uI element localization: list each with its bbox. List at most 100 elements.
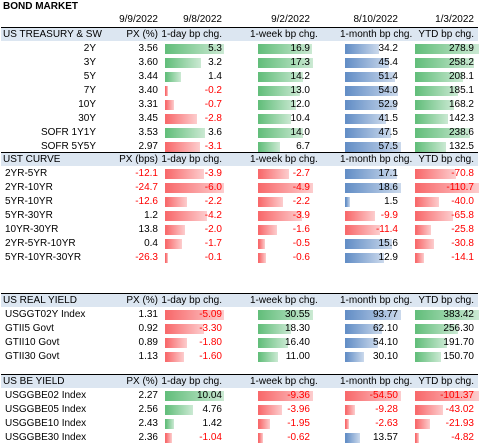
ust-col-header-px: PX (%) [126, 29, 158, 40]
be-cell-d1: 10.04 [196, 390, 222, 401]
curve-col-header-w1: 1-week bp chg. [250, 154, 318, 165]
curve-table-row: 2YR-5YR-10YR 0.4 -1.7 -0.5 15.6 -30.8 [1, 237, 478, 251]
be-cell-px: 2.36 [138, 432, 158, 443]
be-bar-m1 [345, 405, 356, 415]
ust-cell-w1: 6.7 [296, 141, 310, 152]
real-bar-ytd [415, 338, 448, 348]
curve-cell-m1: -9.9 [380, 210, 398, 221]
be-bar-w1 [258, 405, 282, 415]
real-cell-w1: 16.40 [284, 337, 310, 348]
real-col-header-w1: 1-week bp chg. [250, 295, 318, 306]
real-bar-w1 [258, 338, 288, 348]
be-cell-d1: 1.42 [202, 418, 222, 429]
real-cell-ytd: 191.70 [443, 337, 474, 348]
be-col-header-ytd: YTD bp chg. [418, 376, 474, 387]
be-col-header-m1: 1-month bp chg. [340, 376, 413, 387]
curve-cell-d1: -2.2 [204, 196, 222, 207]
date-1m: 8/10/2022 [353, 14, 399, 25]
curve-bar-w1 [258, 253, 266, 263]
ust-col-header-ytd: YTD bp chg. [418, 29, 474, 40]
be-row-label: USGGBE30 Index [5, 432, 87, 443]
curve-cell-d1: -6.0 [204, 182, 222, 193]
ust-cell-d1: 3.6 [208, 127, 222, 138]
ust-cell-px: 3.56 [138, 43, 158, 54]
ust-cell-ytd: 278.9 [448, 43, 474, 54]
curve-bar-m1 [345, 253, 385, 263]
be-section-title: US BE YIELD [3, 376, 65, 387]
curve-cell-w1: -0.5 [292, 238, 310, 249]
curve-bar-w1 [258, 239, 265, 249]
curve-bar-d1 [165, 225, 186, 235]
be-section-header: US BE YIELD PX (%) 1-day bp chg. 1-week bp … [1, 375, 478, 388]
ust-bar-ytd [415, 114, 449, 124]
ust-bar-w1 [258, 100, 297, 110]
curve-cell-ytd: -40.0 [451, 196, 474, 207]
be-bar-d1 [165, 391, 224, 401]
ust-cell-px: 3.53 [138, 127, 158, 138]
curve-cell-d1: -1.7 [204, 238, 222, 249]
ust-cell-d1: 1.4 [208, 71, 222, 82]
curve-table-row: 10YR-30YR 13.8 -2.0 -1.6 -11.4 -25.8 [1, 223, 478, 237]
ust-cell-d1: -0.2 [204, 85, 222, 96]
be-cell-m1: -2.63 [375, 418, 398, 429]
ust-cell-px: 3.31 [138, 99, 158, 110]
curve-bar-d1 [165, 183, 224, 193]
ust-bar-ytd [415, 86, 458, 96]
curve-bar-d1 [165, 239, 183, 249]
be-row-label: USGGBE02 Index [5, 390, 87, 401]
be-bar-m1 [345, 391, 401, 401]
curve-bar-ytd [415, 183, 479, 193]
page-title: BOND MARKET [3, 1, 78, 12]
curve-top-rule [1, 152, 478, 153]
ust-cell-w1: 13.0 [290, 85, 310, 96]
curve-cell-d1: -4.2 [204, 210, 222, 221]
real-section-title: US REAL YIELD [3, 295, 77, 306]
be-bar-ytd [415, 405, 443, 415]
real-row-label: GTII30 Govt [5, 351, 60, 362]
be-table-row: USGGBE02 Index 2.27 10.04 -9.36 -54.50 -101.3… [1, 389, 479, 403]
curve-cell-px: 0.4 [144, 238, 158, 249]
be-row-label: USGGBE05 Index [5, 404, 87, 415]
curve-cell-px: 13.8 [138, 224, 158, 235]
ust-cell-ytd: 238.6 [448, 127, 474, 138]
curve-bar-m1 [345, 239, 393, 249]
ust-cell-ytd: 132.5 [448, 141, 474, 152]
curve-row-label: 10YR-30YR [5, 224, 59, 235]
real-table-row: USGGT02Y Index 1.31 -5.09 30.55 93.77 383.42 [1, 308, 479, 322]
be-cell-ytd: -21.93 [445, 418, 474, 429]
curve-table-row: 2YR-5YR -12.1 -3.9 -2.7 17.1 -70.8 [1, 167, 478, 181]
curve-col-header-ytd: YTD bp chg. [418, 154, 474, 165]
be-cell-px: 2.56 [138, 404, 158, 415]
be-cell-ytd: -4.82 [451, 432, 474, 443]
curve-cell-px: -12.1 [135, 168, 158, 179]
ust-table-row: 3Y 3.60 3.2 17.3 45.4 258.2 [1, 56, 478, 70]
be-bar-w1 [258, 391, 313, 401]
real-section-header: US REAL YIELD PX (%) 1-day bp chg. 1-week b… [1, 294, 478, 307]
ust-table-row: SOFR 1Y1Y 3.53 3.6 14.0 47.5 238.6 [1, 126, 478, 140]
curve-col-header-d1: 1-day bp chg. [161, 154, 222, 165]
ust-table-row: 10Y 3.31 -0.7 12.0 52.9 168.2 [1, 98, 478, 112]
curve-bar-w1 [258, 225, 277, 235]
ust-cell-d1: -0.7 [204, 99, 222, 110]
curve-cell-d1: -2.0 [204, 224, 222, 235]
curve-bar-ytd [415, 239, 434, 249]
ust-row-label: 3Y [83, 57, 96, 68]
ust-cell-m1: 47.5 [378, 127, 398, 138]
curve-cell-ytd: -70.8 [451, 168, 474, 179]
real-cell-d1: -1.80 [199, 337, 222, 348]
real-row-label: GTII10 Govt [5, 337, 60, 348]
ust-bar-d1 [165, 44, 224, 54]
ust-cell-px: 3.60 [138, 57, 158, 68]
curve-cell-w1: -2.7 [292, 168, 310, 179]
be-cell-m1: -9.28 [375, 404, 398, 415]
real-cell-m1: 30.10 [372, 351, 398, 362]
ust-table-row: 7Y 3.40 -0.2 13.0 54.0 185.1 [1, 84, 478, 98]
curve-bar-d1 [165, 253, 168, 263]
be-row-label: USGGBE10 Index [5, 418, 87, 429]
ust-bar-w1 [258, 58, 313, 68]
curve-cell-w1: -3.9 [292, 210, 310, 221]
curve-table-row: 5YR-30YR 1.2 -4.2 -3.9 -9.9 -65.8 [1, 209, 478, 223]
be-cell-d1: -1.04 [199, 432, 222, 443]
real-cell-d1: -3.30 [199, 323, 222, 334]
ust-bar-m1 [345, 142, 401, 152]
